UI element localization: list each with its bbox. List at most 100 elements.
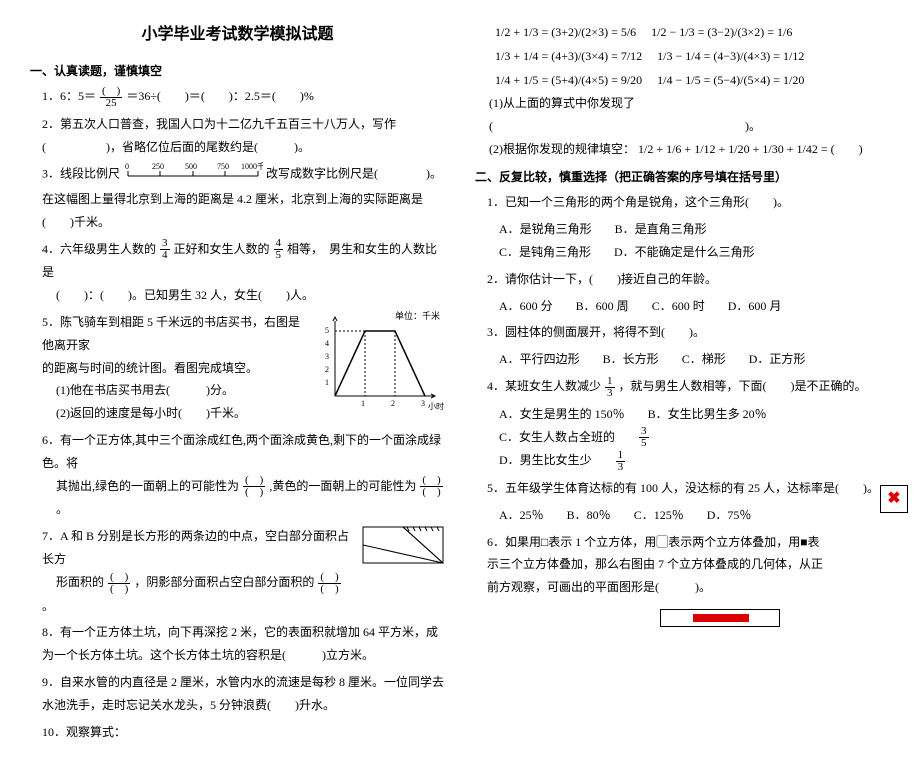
q3: 3．线段比例尺 0 250 500 750 1000千米 改写成数字比例尺是( … [42,162,445,233]
b3-options: A．平行四边形 B．长方形 C．梯形 D．正方形 [499,348,890,371]
b6-line-a: 6．如果用□表示 1 个立方体，用▢表示两个立方体叠加，用■表 [487,535,820,549]
b3-opt-c: C．梯形 [682,348,726,371]
ruler-tick-3: 750 [217,162,229,171]
b4-frac: 13 [605,376,615,399]
q1: 1．6：5＝ ( ) 25 ＝36÷( )＝( )：2.5＝( )% [42,85,445,109]
q6-text-b: 其抛出,绿色的一面朝上的可能性为 [56,479,239,493]
svg-text:1: 1 [361,399,365,408]
b4-opt-b: B．女生比男生多 20％ [648,403,767,426]
b2: 2．请你估计一下，( )接近自己的年龄。 [487,268,890,291]
q6-frac-2: ( )( ) [420,475,442,498]
q6-text-c: ,黄色的一面朝上的可能性为 [269,479,416,493]
q7-text-a: 7．A 和 B 分别是长方形的两条边的中点，空白部分面积占长方 [42,529,349,566]
svg-text:4: 4 [325,339,329,348]
b5: 5．五年级学生体育达标的有 100 人，没达标的有 25 人，达标率是( )。 [487,477,890,500]
chart-ylabel: 单位：千米 [395,311,440,321]
svg-text:3: 3 [421,399,425,408]
svg-text:5: 5 [325,326,329,335]
chart-xlabel: 小时 [428,401,444,411]
q4-frac-2: 45 [274,238,284,261]
b4-opt-d: D．男生比女生少 13 [499,449,665,473]
q10-sub-1: (1)从上面的算式中你发现了( )。 [489,92,890,138]
b3-opt-b: B．长方形 [603,348,659,371]
b3: 3．圆柱体的侧面展开，将得不到( )。 [487,321,890,344]
ruler-tick-1: 250 [152,162,164,171]
b5-opt-c: C．125％ [634,504,684,527]
right-column: 1/2 + 1/3 = (3+2)/(2×3) = 5/6 1/2 − 1/3 … [475,20,890,747]
b2-opt-d: D．600 月 [728,295,782,318]
equation-row-1: 1/2 + 1/3 = (3+2)/(2×3) = 5/6 1/2 − 1/3 … [495,20,890,44]
b4: 4．某班女生人数减少 13 ，就与男生人数相等，下面( )是不正确的。 [487,375,890,399]
q5-text-b: 的距离与时间的统计图。看图完成填空。 [42,361,258,375]
b1: 1．已知一个三角形的两个角是锐角，这个三角形( )。 [487,191,890,214]
b3-opt-a: A．平行四边形 [499,348,580,371]
q5: 单位：千米 5 4 3 2 1 1 2 3 小时 [42,311,445,425]
q1-frac-den: 25 [100,98,122,109]
q10: 10．观察算式： [42,721,445,744]
q6-text-a: 6．有一个正方体,其中三个面涂成红色,两个面涂成黄色,剩下的一个面涂成绿色。将 [42,433,441,470]
b2-opt-b: B．600 周 [576,295,629,318]
q6-text-d: 。 [56,502,68,516]
b2-opt-c: C．600 时 [652,295,705,318]
bottom-shape-icon [660,609,780,627]
b1-opt-d: D．不能确定是什么三角形 [614,241,755,264]
b5-opt-a: A．25％ [499,504,544,527]
q8: 8．有一个正方体土坑，向下再深挖 2 米，它的表面积就增加 64 平方米，成为一… [42,621,445,667]
q7-text-d: 。 [42,599,54,613]
q4-text-b: 正好和女生人数的 [174,242,270,256]
b5-opt-d: D．75％ [707,504,752,527]
b5-opt-b: B．80％ [567,504,611,527]
q7-text-c: ，阴影部分面积占空白部分面积的 [134,575,314,589]
q9: 9．自来水管的内直径是 2 厘米，水管内水的流速是每秒 8 厘米。一位同学去水池… [42,671,445,717]
q1-frac-num: ( ) [100,86,122,98]
svg-text:3: 3 [325,352,329,361]
q4-frac-1: 34 [160,238,170,261]
rectangle-diagram-icon [361,525,445,573]
q4: 4．六年级男生人数的 34 正好和女生人数的 45 相等， 男生和女生的人数比是… [42,238,445,307]
cube-diagram-icon: ✖ [880,485,908,513]
q4-text-a: 4．六年级男生人数的 [42,242,156,256]
ruler-tick-4: 1000千米 [241,162,263,171]
svg-text:2: 2 [325,365,329,374]
q6-frac-1: ( )( ) [243,475,265,498]
b6-line-b: 示三个立方体叠加，那么右图由 7 个立方体叠成的几何体，从正 [487,557,823,571]
equation-row-3: 1/4 + 1/5 = (5+4)/(4×5) = 9/20 1/4 − 1/5… [495,68,890,92]
b1-opt-a: A．是锐角三角形 [499,218,592,241]
q1-text-b: ＝36÷( )＝( )：2.5＝( )% [126,89,314,103]
ruler-tick-0: 0 [125,162,129,171]
exam-title: 小学毕业考试数学模拟试题 [30,20,445,44]
equation-row-2: 1/3 + 1/4 = (4+3)/(3×4) = 7/12 1/3 − 1/4… [495,44,890,68]
b1-opt-c: C．是钝角三角形 [499,241,591,264]
b1-opt-b: B．是直角三角形 [615,218,707,241]
q7: 7．A 和 B 分别是长方形的两条边的中点，空白部分面积占长方 形面积的 ( )… [42,525,445,617]
q10-sub-2: (2)根据你发现的规律填空： 1/2 + 1/6 + 1/12 + 1/20 +… [489,138,890,161]
q7-frac-1: ( )( ) [108,572,130,595]
b4-opt-a: A．女生是男生的 150％ [499,403,625,426]
b6-line-c: 前方观察，可画出的平面图形是( )。 [487,580,711,594]
q7-text-b: 形面积的 [56,575,104,589]
q2: 2．第五次人口普查，我国人口为十二亿九千五百三十八万人，写作( )，省略亿位后面… [42,113,445,159]
svg-text:1: 1 [325,378,329,387]
section-1-heading: 一、认真读题，谨慎填空 [30,62,445,79]
b4-opt-c: C．女生人数占全班的 35 [499,426,689,450]
svg-text:2: 2 [391,399,395,408]
b6: 6．如果用□表示 1 个立方体，用▢表示两个立方体叠加，用■表 示三个立方体叠加… [487,531,890,599]
scale-ruler-icon: 0 250 500 750 1000千米 [123,162,263,188]
q7-frac-2: ( )( ) [318,572,340,595]
q4-text-d: ( )：( )。已知男生 32 人，女生( )人。 [56,284,445,307]
q1-fraction: ( ) 25 [100,86,122,109]
b4-text-a: 4．某班女生人数减少 [487,379,601,393]
b4-text-b: ，就与男生人数相等，下面( )是不正确的。 [619,379,867,393]
b4-options: A．女生是男生的 150％ B．女生比男生多 20％ C．女生人数占全班的 35… [499,403,890,473]
b1-options: A．是锐角三角形 B．是直角三角形 C．是钝角三角形 D．不能确定是什么三角形 [499,218,890,264]
q5-text-a: 5．陈飞骑车到相距 5 千米远的书店买书，右图是他离开家 [42,315,300,352]
b2-options: A．600 分 B．600 周 C．600 时 D．600 月 [499,295,890,318]
b2-opt-a: A．600 分 [499,295,553,318]
q6: 6．有一个正方体,其中三个面涂成红色,两个面涂成黄色,剩下的一个面涂成绿色。将 … [42,429,445,521]
left-column: 小学毕业考试数学模拟试题 一、认真读题，谨慎填空 1．6：5＝ ( ) 25 ＝… [30,20,445,747]
b5-options: A．25％ B．80％ C．125％ D．75％ [499,504,890,527]
distance-time-chart: 单位：千米 5 4 3 2 1 1 2 3 小时 [315,311,445,419]
b3-opt-d: D．正方形 [749,348,806,371]
ruler-tick-2: 500 [185,162,197,171]
section-2-heading: 二、反复比较，慎重选择（把正确答案的序号填在括号里） [475,168,890,185]
